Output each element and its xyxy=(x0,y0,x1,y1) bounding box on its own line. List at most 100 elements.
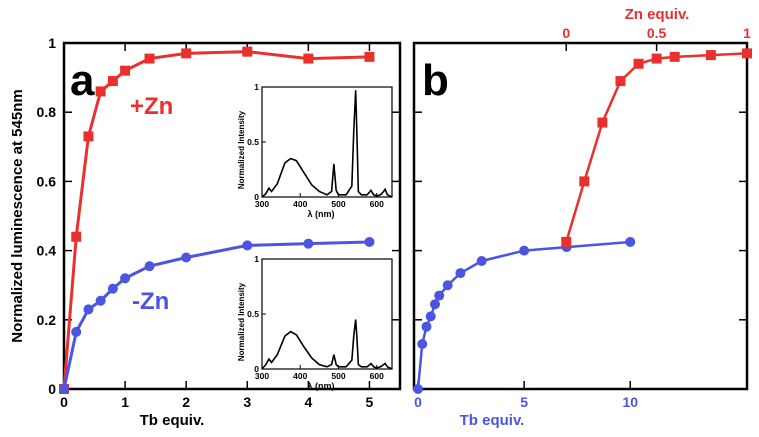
inset-x-tick-label: 300 xyxy=(255,371,269,381)
panel-b-x2label: Zn equiv. xyxy=(625,6,690,23)
data-point xyxy=(633,58,644,69)
data-point xyxy=(364,236,375,247)
data-point xyxy=(303,238,314,249)
x2-tick-label: 0 xyxy=(562,25,570,41)
data-point xyxy=(120,273,131,284)
data-point xyxy=(364,51,375,62)
inset-xlabel: λ (nm) xyxy=(308,209,335,219)
x-tick-label: 0 xyxy=(414,394,422,410)
inset-y-tick-label: 0.5 xyxy=(247,137,259,147)
inset-y-tick-label: 0 xyxy=(254,364,259,374)
series-label-plus-zn: +Zn xyxy=(130,93,173,120)
inset-spectrum-line xyxy=(261,319,393,370)
x-tick-label: 4 xyxy=(304,394,312,410)
inset-x-tick-label: 600 xyxy=(370,371,384,381)
x-tick-label: 10 xyxy=(622,394,638,410)
data-point xyxy=(242,46,253,57)
data-point xyxy=(651,53,662,64)
data-point xyxy=(597,117,608,128)
panel-b-frame xyxy=(412,41,749,391)
y-tick-label: 0 xyxy=(48,381,56,397)
data-point xyxy=(442,280,453,291)
x-tick-label: 0 xyxy=(60,394,68,410)
panel-a-ylabel: Normalized luminescence at 545nm xyxy=(9,89,26,342)
data-point xyxy=(181,48,192,59)
y-tick-label: 1 xyxy=(48,35,56,51)
inset-frame xyxy=(261,86,393,198)
inset-minus-zn: 300 400 500 600 0 0.5 1 λ (nm) Normalized Intens… xyxy=(237,254,393,391)
inset-ylabel: Normalized Intensity xyxy=(237,110,246,189)
inset-x-tick-label: 600 xyxy=(370,199,384,209)
inset-y-tick-label: 0.5 xyxy=(247,309,259,319)
series-label-minus-zn: -Zn xyxy=(132,288,169,315)
data-point xyxy=(455,268,466,279)
x-tick-label: 5 xyxy=(520,394,528,410)
x-tick-label: 2 xyxy=(182,394,190,410)
y-tick-label: 0.4 xyxy=(37,243,57,259)
panel-b-series xyxy=(413,48,752,394)
data-point xyxy=(144,53,155,64)
data-point xyxy=(519,245,530,256)
data-point xyxy=(71,231,82,242)
data-point xyxy=(429,299,440,310)
data-point xyxy=(705,50,716,61)
data-point xyxy=(95,295,106,306)
data-point xyxy=(579,176,590,187)
series-line xyxy=(416,240,631,390)
data-point xyxy=(561,236,572,247)
panel-a-label: a xyxy=(70,56,95,105)
panel-b-label: b xyxy=(422,56,449,105)
panel-b-xlabel: Tb equiv. xyxy=(460,412,525,429)
panel-a-series xyxy=(59,46,375,394)
data-point xyxy=(742,48,752,59)
data-point xyxy=(421,321,432,332)
inset-x-tick-label: 400 xyxy=(293,199,307,209)
inset-x-tick-label: 500 xyxy=(331,199,345,209)
data-point xyxy=(144,261,155,272)
x-tick-label: 5 xyxy=(366,394,374,410)
y-tick-label: 0.8 xyxy=(37,104,57,120)
data-point xyxy=(107,76,118,87)
x-tick-label: 1 xyxy=(121,394,129,410)
data-point xyxy=(120,65,131,76)
data-point xyxy=(425,311,436,322)
inset-plus-zn: 300 400 500 600 0 0.5 1 λ (nm) Normalized Intens… xyxy=(237,82,393,219)
x2-tick-label: 1 xyxy=(743,25,751,41)
y-tick-label: 0.2 xyxy=(37,312,57,328)
data-point xyxy=(83,131,94,142)
data-point xyxy=(59,384,69,394)
data-point xyxy=(83,304,94,315)
inset-spectrum-line xyxy=(261,90,393,198)
data-point xyxy=(476,255,487,266)
x2-tick-label: 0.5 xyxy=(647,25,667,41)
inset-y-tick-label: 1 xyxy=(254,82,259,92)
panel-b: b Tb equiv. Zn equiv. 0 5 10 0 0.5 1 xyxy=(412,6,752,429)
inset-y-tick-label: 1 xyxy=(254,254,259,264)
inset-ylabel: Normalized Intensity xyxy=(237,282,246,361)
inset-y-tick-label: 0 xyxy=(254,192,259,202)
data-point xyxy=(242,240,253,251)
y-tick-label: 0.6 xyxy=(37,173,57,189)
panel-a-ticks: 0 1 2 3 4 5 0 0.2 0.4 0.6 0.8 1 xyxy=(37,35,400,410)
panel-a: a +Zn -Zn Tb equiv. Normalized luminesce… xyxy=(9,35,402,429)
series-line xyxy=(565,52,748,243)
data-point xyxy=(107,283,118,294)
data-point xyxy=(417,339,428,350)
inset-xlabel: λ (nm) xyxy=(308,381,335,391)
data-point xyxy=(303,53,314,64)
x-tick-label: 3 xyxy=(243,394,251,410)
panel-b-ticks: 0 5 10 0 0.5 1 xyxy=(414,25,751,410)
data-point xyxy=(71,326,82,337)
data-point xyxy=(181,252,192,263)
inset-frame xyxy=(261,258,393,370)
inset-x-tick-label: 500 xyxy=(331,371,345,381)
data-point xyxy=(434,290,445,301)
panel-a-xlabel: Tb equiv. xyxy=(140,412,205,429)
data-point xyxy=(413,384,423,394)
panel-a-frame xyxy=(62,41,402,391)
data-point xyxy=(625,236,636,247)
data-point xyxy=(95,86,106,97)
data-point xyxy=(615,76,626,87)
inset-x-tick-label: 400 xyxy=(293,371,307,381)
